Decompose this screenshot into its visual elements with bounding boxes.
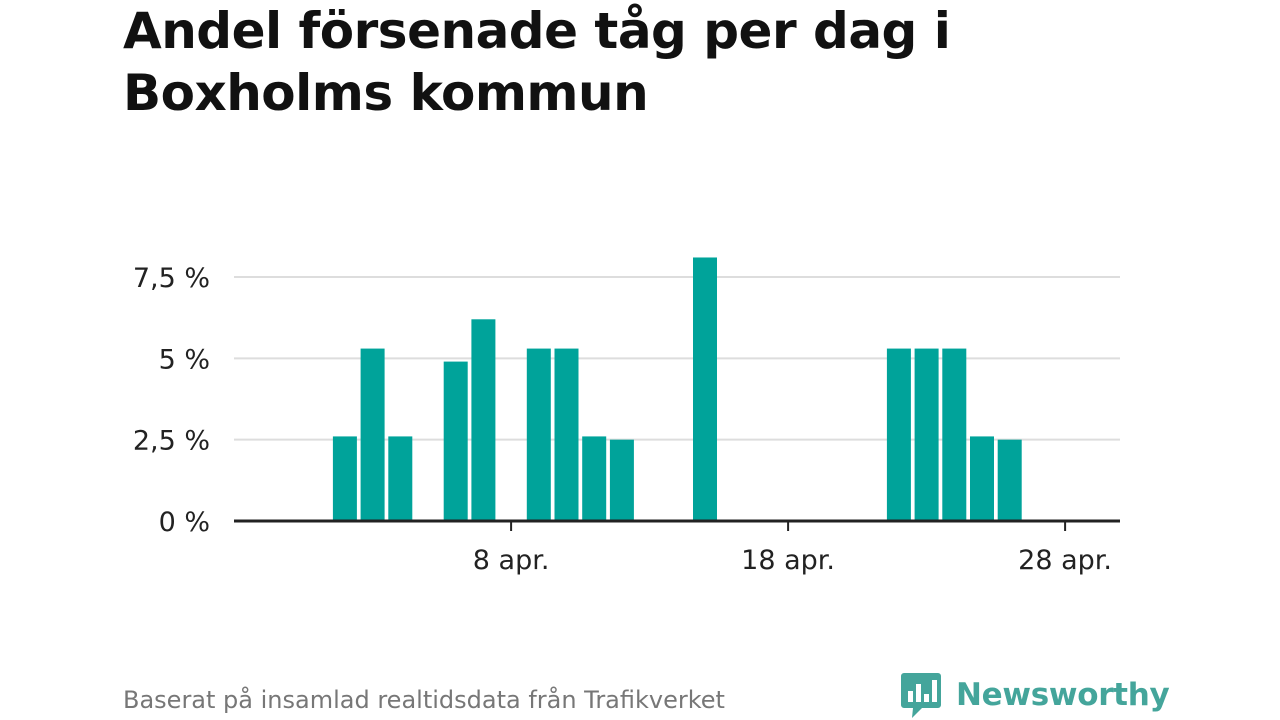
y-tick-label: 2,5 % bbox=[133, 426, 210, 457]
bar bbox=[471, 319, 496, 521]
x-tick-label: 28 apr. bbox=[1018, 545, 1112, 576]
x-tick-label: 8 apr. bbox=[473, 545, 550, 576]
x-tick-label: 18 apr. bbox=[741, 545, 835, 576]
bar bbox=[970, 436, 994, 521]
bar bbox=[332, 436, 357, 521]
newsworthy-logo: Newsworthy bbox=[900, 670, 1170, 720]
bar bbox=[609, 439, 634, 521]
bar bbox=[914, 348, 939, 521]
bar bbox=[526, 348, 551, 521]
y-tick-label: 0 % bbox=[159, 507, 210, 538]
bar bbox=[582, 436, 607, 521]
bar bbox=[443, 361, 468, 521]
tick-labels: 0 % 2,5 % 5 % 7,5 % 8 apr. 18 apr. 28 apr. bbox=[133, 263, 1112, 576]
chart-title: Andel försenade tåg per dag i Boxholms k… bbox=[123, 2, 951, 122]
bar bbox=[388, 436, 413, 521]
axes bbox=[234, 519, 1120, 531]
bar bbox=[693, 257, 717, 521]
bar bbox=[886, 348, 911, 521]
source-note: Baserat på insamlad realtidsdata från Tr… bbox=[123, 686, 725, 714]
bars bbox=[332, 257, 1022, 521]
bar bbox=[360, 348, 385, 521]
brand-name: Newsworthy bbox=[956, 677, 1170, 713]
y-tick-label: 7,5 % bbox=[133, 263, 210, 294]
y-tick-label: 5 % bbox=[159, 344, 210, 375]
bar bbox=[554, 348, 579, 521]
bar bbox=[942, 348, 967, 521]
bar bbox=[997, 439, 1022, 521]
bar-chart-speech-bubble-icon bbox=[901, 673, 941, 718]
